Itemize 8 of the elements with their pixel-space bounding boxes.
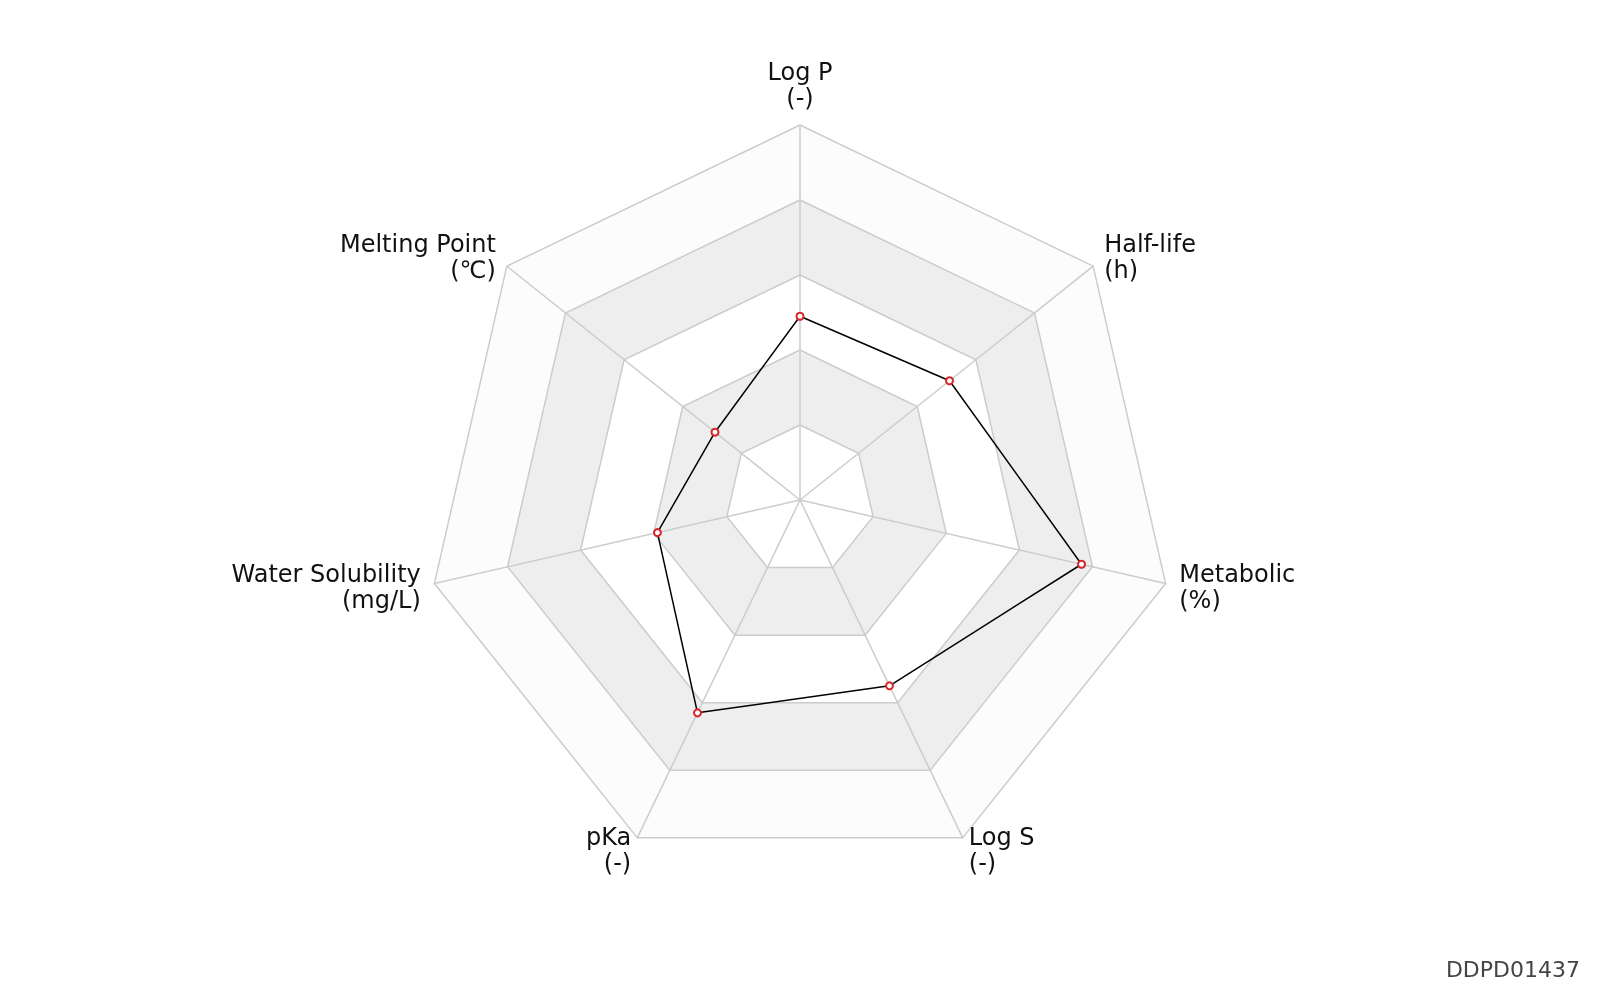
spoke-label: Melting Point (℃)	[339, 230, 496, 285]
spoke-label: Metabolic (%)	[1179, 559, 1296, 614]
text: DDPD01437	[1445, 956, 1580, 982]
spoke-label: pKa (-)	[585, 823, 632, 878]
spoke-label: Log P (-)	[767, 58, 833, 112]
spoke-label: Half-life (h)	[1104, 230, 1196, 285]
spoke-label: Water Solubility (mg/L)	[231, 559, 421, 614]
spoke-label: Log S (-)	[968, 823, 1035, 878]
